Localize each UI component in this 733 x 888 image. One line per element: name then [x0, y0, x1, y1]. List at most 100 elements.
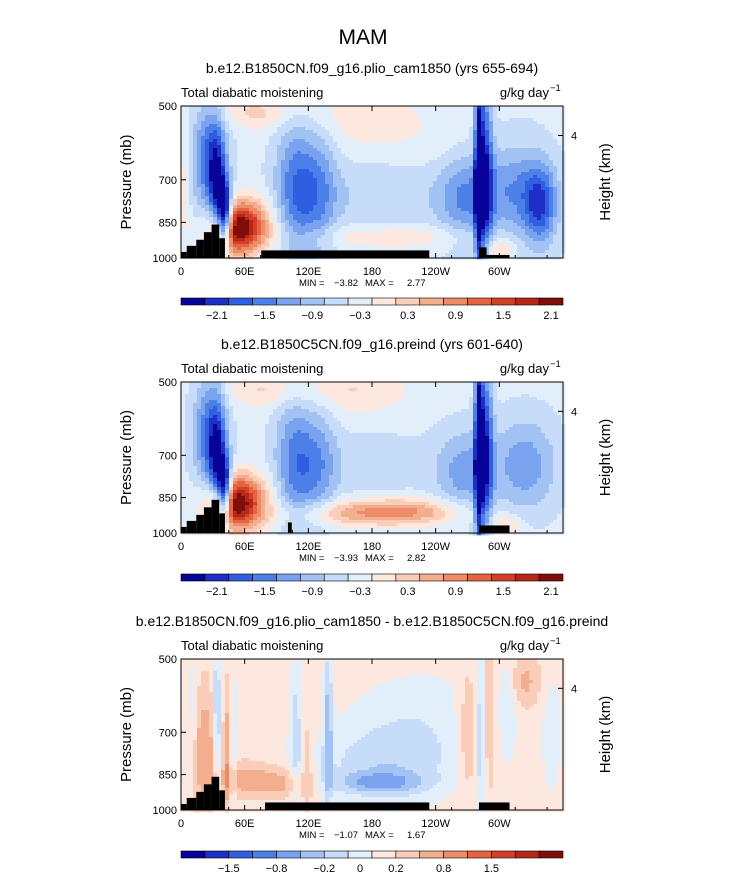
heatmap-cell	[273, 223, 278, 227]
heatmap-cell	[545, 211, 550, 215]
heatmap-cell	[357, 214, 362, 218]
heatmap-cell	[289, 127, 294, 131]
heatmap-cell	[537, 127, 542, 131]
heatmap-cell	[401, 205, 406, 209]
heatmap-cell	[513, 175, 518, 179]
heatmap-cell	[449, 127, 454, 131]
heatmap-cell	[417, 178, 422, 182]
heatmap-cell	[261, 115, 266, 119]
heatmap-cell	[333, 106, 338, 110]
heatmap-cell	[549, 220, 554, 224]
heatmap-cell	[413, 241, 418, 245]
heatmap-cell	[533, 208, 538, 212]
heatmap-cell	[409, 133, 414, 137]
heatmap-cell	[489, 151, 494, 155]
heatmap-cell	[473, 139, 478, 143]
heatmap-cell	[281, 184, 286, 188]
heatmap-cell	[445, 172, 450, 176]
heatmap-cell	[453, 241, 458, 245]
heatmap-cell	[233, 157, 238, 161]
heatmap-cell	[525, 178, 530, 182]
heatmap-cell	[261, 130, 266, 134]
heatmap-cell	[541, 181, 546, 185]
heatmap-cell	[529, 241, 534, 245]
heatmap-cell	[233, 250, 238, 254]
heatmap-cell	[185, 157, 190, 161]
heatmap-cell	[341, 151, 346, 155]
heatmap-cell	[189, 178, 194, 182]
heatmap-cell	[205, 214, 210, 218]
heatmap-cell	[221, 109, 226, 113]
heatmap-cell	[469, 226, 474, 230]
heatmap-cell	[401, 238, 406, 242]
heatmap-cell	[329, 196, 334, 200]
heatmap-cell	[253, 169, 258, 173]
heatmap-cell	[201, 220, 206, 224]
heatmap-cell	[209, 196, 214, 200]
heatmap-cell	[453, 211, 458, 215]
heatmap-cell	[201, 169, 206, 173]
heatmap-cell	[229, 187, 234, 191]
heatmap-cell	[249, 199, 254, 203]
heatmap-cell	[205, 175, 210, 179]
heatmap-cell	[217, 163, 222, 167]
heatmap-cell	[229, 118, 234, 122]
heatmap-cell	[425, 190, 430, 194]
heatmap-cell	[469, 247, 474, 251]
colorbar-tick-label: −1.5	[254, 310, 276, 322]
heatmap-cell	[301, 148, 306, 152]
heatmap-cell	[305, 223, 310, 227]
heatmap-cell	[525, 124, 530, 128]
heatmap-cell	[353, 139, 358, 143]
heatmap-cell	[461, 223, 466, 227]
heatmap-cell	[261, 172, 266, 176]
x-tick-label: 120W	[421, 266, 450, 278]
heatmap-cell	[213, 166, 218, 170]
heatmap-cell	[453, 187, 458, 191]
heatmap-cell	[429, 181, 434, 185]
heatmap-cell	[401, 145, 406, 149]
heatmap-cell	[421, 223, 426, 227]
heatmap-cell	[509, 139, 514, 143]
heatmap-cell	[489, 250, 494, 254]
heatmap-cell	[345, 112, 350, 116]
heatmap-cell	[393, 196, 398, 200]
heatmap-cell	[437, 160, 442, 164]
heatmap-cell	[405, 148, 410, 152]
heatmap-cell	[249, 229, 254, 233]
heatmap-cell	[305, 184, 310, 188]
heatmap-cell	[209, 217, 214, 221]
heatmap-cell	[269, 247, 274, 251]
heatmap-cell	[209, 187, 214, 191]
heatmap-cell	[445, 181, 450, 185]
heatmap-cell	[445, 124, 450, 128]
heatmap-cell	[341, 196, 346, 200]
heatmap-cell	[369, 139, 374, 143]
heatmap-cell	[249, 250, 254, 254]
heatmap-cell	[197, 157, 202, 161]
heatmap-cell	[253, 226, 258, 230]
heatmap-cell	[537, 187, 542, 191]
heatmap-cell	[533, 127, 538, 131]
heatmap-cell	[417, 193, 422, 197]
heatmap-cell	[385, 193, 390, 197]
heatmap-cell	[193, 130, 198, 134]
heatmap-cell	[433, 160, 438, 164]
heatmap-cell	[505, 163, 510, 167]
heatmap-cell	[257, 124, 262, 128]
heatmap-cell	[453, 160, 458, 164]
heatmap-cell	[233, 253, 238, 257]
heatmap-cell	[509, 232, 514, 236]
heatmap-cell	[281, 229, 286, 233]
heatmap-cell	[225, 232, 230, 236]
heatmap-cell	[205, 193, 210, 197]
heatmap-cell	[481, 211, 486, 215]
heatmap-cell	[441, 169, 446, 173]
heatmap-cell	[241, 238, 246, 242]
heatmap-cell	[277, 145, 282, 149]
heatmap-cell	[461, 190, 466, 194]
heatmap-cell	[453, 151, 458, 155]
heatmap-cell	[301, 178, 306, 182]
heatmap-cell	[337, 115, 342, 119]
heatmap-cell	[277, 127, 282, 131]
